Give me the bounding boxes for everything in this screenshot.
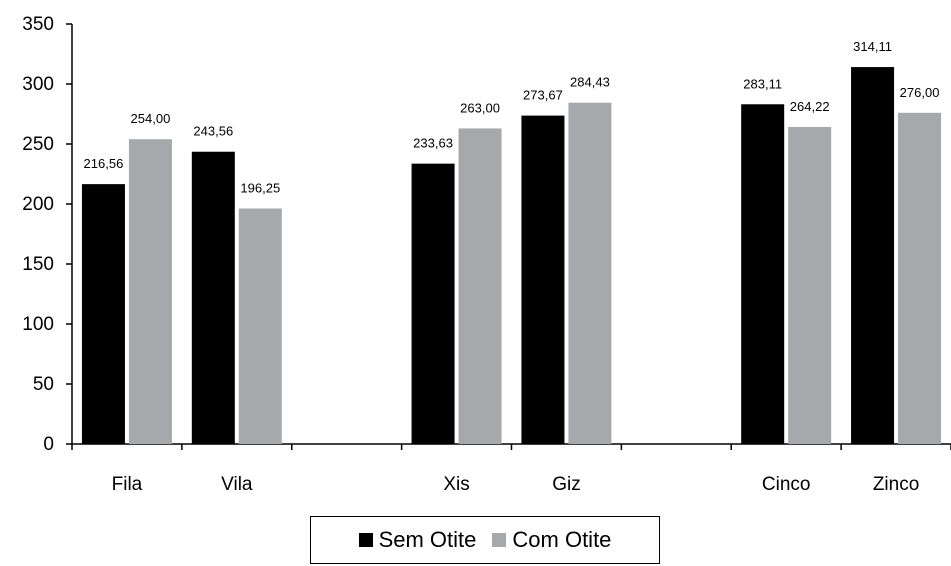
labels: Fila Vila Xis Giz Cinco Zinco 216,56 243,56 233,… bbox=[84, 39, 940, 495]
data-label: 196,25 bbox=[240, 181, 280, 196]
legend-item-com-otite: Com Otite bbox=[492, 527, 611, 553]
data-label: 254,00 bbox=[131, 111, 171, 126]
data-label: 264,22 bbox=[790, 99, 830, 114]
bar-com-otite bbox=[898, 112, 942, 445]
data-label: 243,56 bbox=[193, 124, 233, 139]
x-tick-label: Cinco bbox=[762, 474, 811, 495]
bar-com-otite bbox=[568, 102, 612, 445]
legend-item-sem-otite: Sem Otite bbox=[358, 527, 477, 553]
legend-swatch-sem-otite bbox=[358, 533, 373, 547]
bar-sem-otite bbox=[81, 184, 125, 445]
bars bbox=[81, 67, 942, 445]
y-tick-label: 250 bbox=[22, 134, 54, 155]
x-tick-label: Fila bbox=[112, 474, 143, 495]
bar-sem-otite bbox=[191, 151, 235, 444]
legend-swatch-com-otite bbox=[492, 533, 507, 547]
y-tick-label: 0 bbox=[43, 434, 54, 455]
data-label: 216,56 bbox=[84, 156, 124, 171]
y-tick-label: 200 bbox=[22, 194, 54, 215]
y-tick-label: 300 bbox=[22, 74, 54, 95]
data-label: 263,00 bbox=[460, 100, 500, 115]
y-tick-label: 100 bbox=[22, 314, 54, 335]
legend-label-com-otite: Com Otite bbox=[512, 527, 612, 552]
bar-com-otite bbox=[128, 139, 172, 444]
y-tick-label: 150 bbox=[22, 254, 54, 275]
data-label: 233,63 bbox=[413, 136, 453, 151]
bar-sem-otite bbox=[851, 67, 895, 445]
x-tick-label: Vila bbox=[221, 474, 253, 495]
data-label: 273,67 bbox=[523, 88, 563, 103]
y-tick-label: 50 bbox=[33, 374, 54, 395]
data-label: 276,00 bbox=[900, 85, 940, 100]
bar-com-otite bbox=[238, 208, 282, 444]
x-tick-label: Giz bbox=[552, 474, 581, 495]
legend-label-sem-otite: Sem Otite bbox=[378, 527, 477, 552]
data-label: 314,11 bbox=[853, 39, 892, 54]
bar-com-otite bbox=[788, 126, 832, 444]
bar-sem-otite bbox=[521, 115, 565, 444]
data-label: 283,11 bbox=[743, 76, 782, 91]
bar-sem-otite bbox=[411, 163, 455, 445]
bar-sem-otite bbox=[741, 104, 785, 444]
legend: Sem Otite Com Otite bbox=[310, 516, 660, 564]
data-label: 284,43 bbox=[570, 75, 610, 90]
x-tick-label: Zinco bbox=[873, 474, 919, 495]
x-tick-label: Xis bbox=[443, 474, 469, 495]
bar-com-otite bbox=[458, 128, 502, 444]
y-tick-label: 350 bbox=[22, 14, 54, 35]
